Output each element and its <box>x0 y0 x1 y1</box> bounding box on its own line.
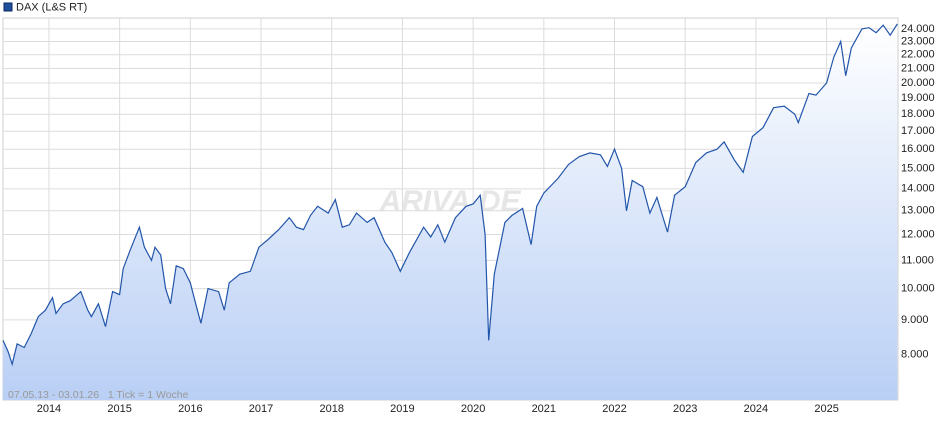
y-tick-label: 18.000 <box>901 108 935 120</box>
y-tick-label: 17.000 <box>901 125 935 137</box>
line <box>2 23 898 367</box>
x-tick-label: 2017 <box>249 403 273 415</box>
x-tick-label: 2022 <box>602 403 626 415</box>
x-tick-label: 2014 <box>37 403 61 415</box>
y-tick-label: 16.000 <box>901 143 935 155</box>
area <box>3 24 898 400</box>
y-tick-label: 15.000 <box>901 162 935 174</box>
x-tick-label: 2019 <box>390 403 414 415</box>
x-tick-label: 2021 <box>532 403 556 415</box>
y-tick-label: 11.000 <box>901 254 934 266</box>
y-tick-label: 19.000 <box>901 92 935 104</box>
x-tick-label: 2016 <box>178 403 202 415</box>
y-tick-label: 23.000 <box>901 35 935 47</box>
x-tick-label: 2025 <box>814 403 838 415</box>
y-tick-label: 14.000 <box>901 183 935 195</box>
legend-label: DAX (L&S RT) <box>16 1 87 13</box>
footnote: 07.05.13 - 03.01.26 1 Tick = 1 Woche <box>8 389 189 401</box>
y-tick-label: 9.000 <box>901 314 929 326</box>
legend-swatch <box>3 2 13 12</box>
y-tick-label: 22.000 <box>901 49 935 61</box>
y-tick-label: 24.000 <box>901 23 935 35</box>
x-tick-label: 2020 <box>461 403 485 415</box>
x-tick-label: 2023 <box>673 403 697 415</box>
y-tick-label: 21.000 <box>901 62 935 74</box>
y-tick-label: 20.000 <box>901 77 935 89</box>
y-tick-label: 8.000 <box>901 349 929 361</box>
watermark: ARIVA.DE <box>378 185 521 218</box>
x-tick-label: 2024 <box>744 403 768 415</box>
y-tick-label: 10.000 <box>901 283 935 295</box>
y-tick-label: 13.000 <box>901 205 935 217</box>
x-tick-label: 2018 <box>319 403 343 415</box>
y-tick-label: 12.000 <box>901 228 935 240</box>
x-tick-label: 2015 <box>107 403 131 415</box>
